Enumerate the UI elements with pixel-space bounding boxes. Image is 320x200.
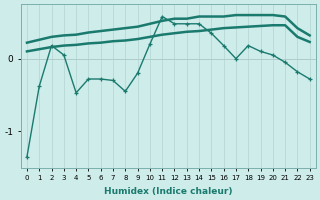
X-axis label: Humidex (Indice chaleur): Humidex (Indice chaleur) [104,187,233,196]
